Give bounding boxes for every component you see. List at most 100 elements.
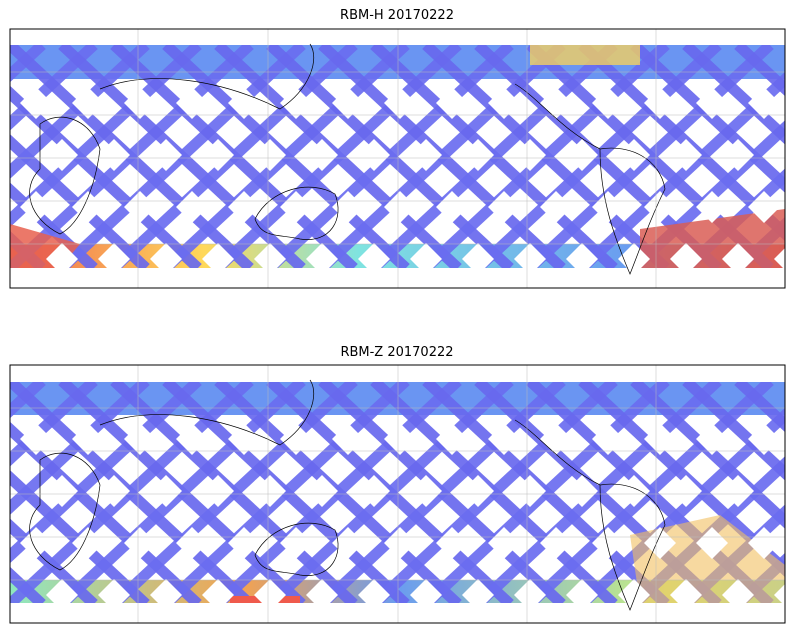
gap: [774, 480, 785, 502]
gap: [514, 579, 546, 603]
gap: [254, 139, 286, 171]
gap: [176, 423, 208, 455]
map-panel: [9, 364, 786, 624]
gap: [46, 139, 78, 171]
gap: [436, 191, 468, 223]
gap: [202, 475, 234, 507]
gap: [358, 139, 390, 171]
gap: [280, 423, 312, 455]
swath: [790, 45, 794, 268]
map-frame: [9, 364, 786, 624]
gap: [150, 579, 182, 603]
gap: [358, 475, 390, 507]
gap: [46, 579, 78, 603]
coastline: [99, 379, 314, 446]
gap: [644, 423, 676, 455]
gap: [540, 527, 572, 559]
gap: [436, 423, 468, 455]
gap: [670, 475, 702, 507]
gap: [280, 527, 312, 559]
gap: [332, 527, 364, 559]
gap: [566, 579, 598, 603]
coastline: [599, 483, 666, 611]
gap: [618, 579, 650, 603]
gap: [722, 475, 754, 507]
gap: [436, 527, 468, 559]
gap: [20, 527, 52, 559]
high-patch: [530, 45, 640, 65]
gap: [254, 243, 286, 268]
swath: [734, 382, 785, 433]
gap: [98, 139, 130, 171]
swath-layer: [10, 45, 794, 268]
gap: [748, 191, 780, 223]
gap: [696, 191, 728, 223]
gap: [462, 579, 494, 603]
gap: [254, 579, 286, 603]
gap: [410, 139, 442, 171]
gap: [592, 527, 624, 559]
swath-layer: [10, 382, 785, 603]
gap: [618, 475, 650, 507]
gap: [514, 243, 546, 268]
gap: [644, 527, 676, 559]
gap: [488, 423, 520, 455]
swath: [790, 45, 794, 268]
gap: [280, 191, 312, 223]
gap: [306, 579, 338, 603]
gap: [670, 243, 702, 268]
gap: [774, 144, 785, 166]
coastline: [514, 83, 601, 150]
gap: [670, 579, 702, 603]
gap: [722, 243, 754, 268]
gap: [150, 139, 182, 171]
swath: [682, 382, 785, 481]
gap: [358, 243, 390, 268]
gap: [774, 584, 785, 603]
gap: [228, 527, 260, 559]
gap: [46, 243, 78, 268]
gap: [98, 579, 130, 603]
gap: [98, 475, 130, 507]
gap: [696, 423, 728, 455]
gap: [280, 87, 312, 119]
gap: [514, 475, 546, 507]
gap: [150, 475, 182, 507]
gap: [410, 475, 442, 507]
gap: [332, 87, 364, 119]
gap: [618, 243, 650, 268]
gap: [124, 527, 156, 559]
map-panel: [9, 28, 794, 289]
gap: [748, 423, 780, 455]
gap: [124, 87, 156, 119]
coastline: [99, 43, 314, 110]
gap: [722, 139, 754, 171]
gap: [644, 87, 676, 119]
gap: [20, 87, 52, 119]
gap: [384, 87, 416, 119]
gap: [436, 87, 468, 119]
gap: [384, 423, 416, 455]
gap: [384, 527, 416, 559]
gap: [306, 475, 338, 507]
gap: [98, 243, 130, 268]
gap: [176, 527, 208, 559]
gap: [566, 475, 598, 507]
gap: [696, 87, 728, 119]
gap: [228, 191, 260, 223]
gap: [228, 423, 260, 455]
gap: [592, 87, 624, 119]
gap: [566, 243, 598, 268]
gap: [306, 243, 338, 268]
gap: [46, 475, 78, 507]
gap: [618, 139, 650, 171]
gap: [540, 191, 572, 223]
gap: [20, 423, 52, 455]
coastline: [254, 186, 339, 240]
panel-title: RBM-H 20170222: [340, 8, 454, 23]
gap: [254, 475, 286, 507]
gap: [488, 191, 520, 223]
gap: [332, 423, 364, 455]
gap: [306, 139, 338, 171]
